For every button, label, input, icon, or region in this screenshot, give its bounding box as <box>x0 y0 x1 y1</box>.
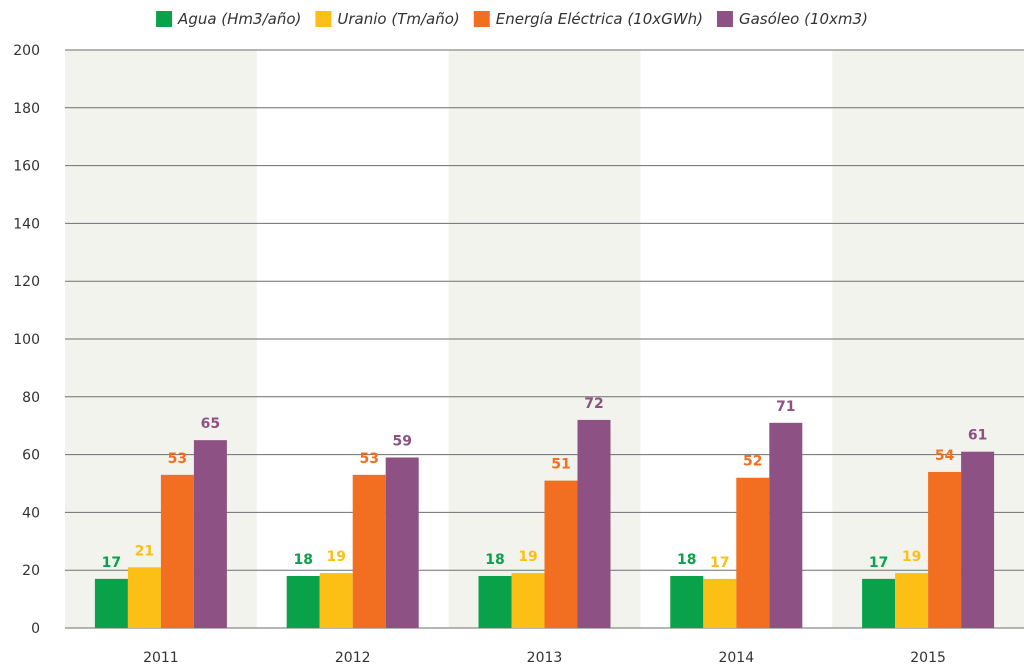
x-tick-label: 2015 <box>910 650 946 666</box>
y-tick-label: 200 <box>13 43 40 59</box>
y-tick-label: 20 <box>22 563 40 579</box>
data-label: 19 <box>902 549 921 565</box>
data-label: 54 <box>935 448 955 464</box>
data-label: 21 <box>135 543 154 559</box>
bar <box>670 575 704 628</box>
legend-swatch <box>315 11 332 27</box>
bar <box>385 457 419 628</box>
legend-swatch <box>716 11 733 27</box>
legend-label: Energía Eléctrica (10xGWh) <box>496 10 703 28</box>
data-label: 52 <box>743 454 762 470</box>
legend: Agua (Hm3/año) Uranio (Tm/año) Energía Elé… <box>156 10 868 28</box>
data-label: 65 <box>201 416 220 432</box>
y-tick-label: 140 <box>13 216 40 232</box>
legend-label: Agua (Hm3/año) <box>177 10 301 28</box>
y-tick-label: 40 <box>22 505 40 521</box>
data-label: 19 <box>326 549 345 565</box>
bar <box>127 567 161 628</box>
legend-swatch <box>473 11 490 27</box>
bar <box>769 422 803 628</box>
y-tick-label: 0 <box>31 621 40 637</box>
legend-item: Agua (Hm3/año) <box>156 10 301 28</box>
data-label: 53 <box>168 451 187 467</box>
bar <box>544 480 578 628</box>
bar <box>352 474 386 628</box>
bar <box>736 477 770 628</box>
bar <box>160 474 194 628</box>
data-label: 71 <box>776 399 795 415</box>
bar <box>862 578 896 628</box>
data-label: 18 <box>485 552 504 568</box>
bar <box>286 575 320 628</box>
x-tick-label: 2013 <box>527 650 563 666</box>
bar <box>928 471 962 628</box>
data-label: 61 <box>968 428 987 444</box>
bar <box>94 578 128 628</box>
y-tick-label: 160 <box>13 159 40 175</box>
bar <box>478 575 512 628</box>
y-axis-ticks: 0 20 40 60 80 100 120 140 160 180 200 <box>13 43 40 637</box>
data-labels: 17 21 53 65 18 19 53 59 18 19 51 72 18 17 52 71 17 19 54 61 <box>102 396 988 571</box>
data-label: 17 <box>710 555 729 571</box>
bar <box>193 440 227 628</box>
data-label: 18 <box>677 552 696 568</box>
data-label: 59 <box>392 433 411 449</box>
data-label: 72 <box>584 396 603 412</box>
bar <box>703 578 737 628</box>
data-label: 19 <box>518 549 537 565</box>
x-tick-label: 2011 <box>143 650 179 666</box>
data-label: 17 <box>869 555 888 571</box>
data-label: 51 <box>551 457 570 473</box>
legend-item: Uranio (Tm/año) <box>315 10 460 28</box>
bar <box>895 573 929 628</box>
legend-swatch <box>156 11 173 27</box>
bar <box>961 451 995 628</box>
y-tick-label: 180 <box>13 101 40 117</box>
bar <box>319 573 353 628</box>
legend-item: Energía Eléctrica (10xGWh) <box>473 10 703 28</box>
y-tick-label: 60 <box>22 448 40 464</box>
bar <box>511 573 545 628</box>
legend-label: Uranio (Tm/año) <box>337 10 459 28</box>
x-axis-ticks: 2011 2012 2013 2014 2015 <box>143 650 946 666</box>
x-tick-label: 2014 <box>718 650 754 666</box>
legend-item: Gasóleo (10xm3) <box>716 10 868 28</box>
y-tick-label: 100 <box>13 332 40 348</box>
data-label: 17 <box>102 555 121 571</box>
data-label: 53 <box>359 451 378 467</box>
legend-label: Gasóleo (10xm3) <box>739 10 868 28</box>
bars <box>94 419 995 628</box>
x-tick-label: 2012 <box>335 650 371 666</box>
y-tick-label: 80 <box>22 390 40 406</box>
y-tick-label: 120 <box>13 274 40 290</box>
bar <box>577 419 611 628</box>
data-label: 18 <box>293 552 312 568</box>
